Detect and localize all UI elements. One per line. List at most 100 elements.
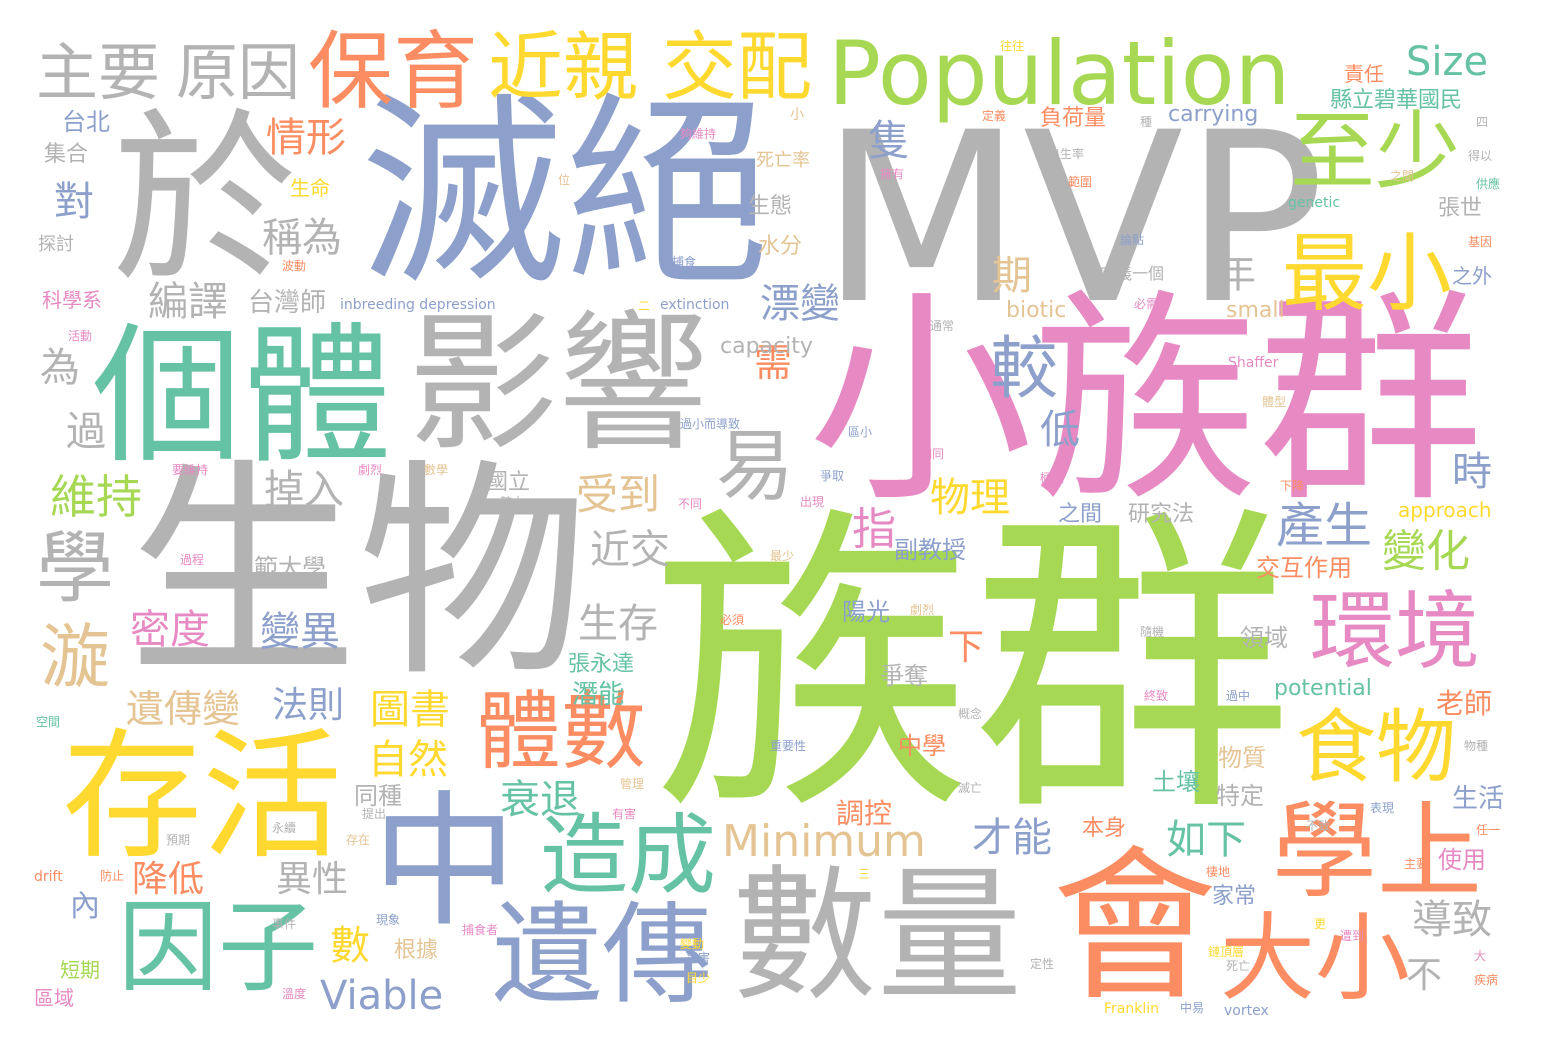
word-lingyu: 領域 (1240, 624, 1288, 652)
word-zuishao: 最少 (770, 549, 795, 563)
word-fujiaoshou: 副教授 (894, 536, 966, 564)
word-zhangshi: 張世 (1438, 196, 1483, 221)
word-gongying: 供應 (1476, 177, 1501, 191)
word-biandong: 變動 (680, 937, 705, 951)
word-taiwanshi: 台灣師 (248, 288, 327, 318)
word-yangguang: 陽光 (842, 598, 890, 626)
word-guanli: 管理 (620, 777, 645, 791)
word-shuifen: 水分 (758, 234, 803, 259)
word-lundian: 論點 (1120, 233, 1145, 247)
word-size: Size (1406, 39, 1489, 85)
word-shengcun: 生存 (578, 601, 658, 647)
word-chengwei: 稱為 (262, 215, 342, 261)
word-quxiao: 區小 (848, 425, 873, 439)
word-genetic: genetic (1288, 195, 1341, 211)
word-drift: drift (34, 869, 63, 885)
word-huodong: 溫度 (282, 987, 307, 1001)
word-er: 二 (638, 299, 651, 313)
word-jiaopei: 交配 (662, 23, 813, 111)
word-fangzhi: 空間 (36, 715, 61, 729)
word-wuzhong: 過中 (1226, 689, 1251, 703)
word-yuqi: 預期 (166, 833, 191, 847)
word-biotic: biotic (1006, 298, 1067, 323)
word-carrying: carrying (1168, 102, 1259, 127)
word-geti: 個體 (92, 310, 393, 484)
word-bushi: 捕食 (672, 255, 697, 269)
word-zhijian2: 不致 (1306, 819, 1331, 833)
word-zhuyao: 主要 (36, 36, 161, 109)
word-yingxiang: 影響 (408, 298, 709, 472)
word-xianlibihua: 縣立碧華國民 (1330, 88, 1463, 113)
word-quyu: 短期 (60, 958, 100, 982)
word-qi: 期 (992, 253, 1032, 299)
word-zhengqu: 爭取 (820, 469, 845, 483)
word-shengtai: 生態 (748, 194, 793, 219)
word-ruxia: 如下 (1166, 817, 1246, 863)
word-xu: 需 (754, 341, 793, 385)
word-wuli: 物理 (930, 475, 1010, 521)
word-mvp: MVP (820, 83, 1326, 356)
word-tishu: 體數 (476, 683, 647, 782)
word-kexuexi: 科學系 (42, 288, 102, 312)
word-zaodao: 鏈頂層 (1208, 945, 1245, 959)
word-shuaitui: 衰退 (500, 777, 580, 823)
word-small: small (1226, 298, 1285, 323)
word-dingxing: 目少 (686, 971, 711, 985)
word-wangwang: 往往 (1000, 39, 1025, 53)
word-shengming: 生命 (290, 176, 330, 200)
word-san: 三 (858, 867, 871, 881)
word-kongjian: 區域 (34, 986, 74, 1010)
word-bixu: 必需 (1134, 297, 1159, 311)
word-jiao: 較 (990, 330, 1059, 409)
word-midu: 密度 (130, 607, 210, 653)
word-xiao-zuqun: 小族群 (808, 271, 1483, 533)
word-bianhua: 變化 (1382, 526, 1470, 577)
word-shi: 時 (1452, 449, 1492, 495)
word-chuxian: 出現 (800, 495, 825, 509)
word-zhi2: 隻 (868, 116, 911, 165)
word-guozhong: 終致 (1144, 689, 1169, 703)
word-zuixiao: 最小 (1282, 225, 1453, 324)
word-cunzai: 存在 (346, 833, 371, 847)
word-suiji: 重要性 (770, 739, 807, 753)
word-zhongyi: 定性 (1030, 957, 1055, 971)
word-nian: 年 (1216, 251, 1256, 297)
word-zhangyongda: 張永達 (568, 652, 635, 677)
word-shaffer: Shaffer (1228, 355, 1279, 371)
word-laoshi: 老師 (1436, 687, 1493, 720)
word-jibing: 大 (1474, 949, 1487, 963)
word-bodong: 活動 (68, 329, 93, 343)
word-wendu: 根據 (394, 938, 439, 963)
word-jiachang: 家常 (1212, 884, 1257, 909)
word-bushizhe: 捕食者 (462, 923, 499, 937)
word-jiangdi: 降低 (132, 859, 205, 900)
word-zhong: 中 (372, 778, 517, 947)
word-yuanyin: 原因 (176, 36, 301, 109)
word-yongxu: 永續 (272, 821, 297, 835)
word-jiaoda: 較大 (500, 495, 525, 509)
word-renyi: 表現 (1370, 801, 1395, 815)
word-population: Population (828, 22, 1291, 125)
word-zhi: 指 (852, 504, 896, 555)
word-jiyin: 基因 (1468, 235, 1493, 249)
word-zhengduo: 爭奪 (880, 662, 928, 690)
word-xia: 下 (948, 627, 985, 668)
word-benshen: 本身 (1082, 816, 1127, 841)
word-dingyi: 定義 (982, 109, 1007, 123)
word-zuqun: 族群 (652, 482, 1292, 854)
word-mushao: 災害 (686, 951, 711, 965)
word-jida: 極大 (1040, 471, 1065, 485)
word-xueshang: 學上 (1272, 791, 1483, 913)
word-bianyi: 編譯 (148, 279, 228, 325)
word-xiao: 小 (790, 107, 804, 123)
word-yinzi: 因子 (118, 889, 318, 1006)
word-zhijian: 之間 (1058, 502, 1103, 527)
word-tichu: 提出 (362, 807, 387, 821)
word-daxiao: 大小 (1220, 904, 1411, 1014)
word-guoxiao: 過小而導致 (680, 417, 741, 431)
word-fandaxue: 範大學 (254, 554, 326, 582)
word-gouweichi: 夠維持 (680, 127, 717, 141)
word-huanjing: 環境 (1310, 583, 1481, 682)
word-shiyong: 使用 (1438, 846, 1486, 874)
